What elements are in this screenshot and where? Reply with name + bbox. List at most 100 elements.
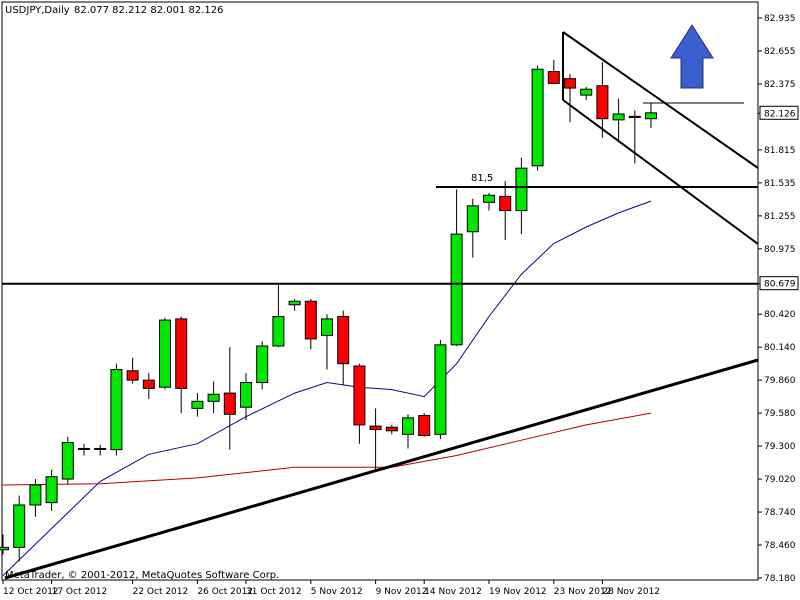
candle-body	[126, 370, 139, 381]
candle-body	[223, 392, 236, 415]
copyright-text: MetaTrader, © 2001-2012, MetaQuotes Soft…	[5, 570, 279, 581]
price-tick-label: 79.020	[764, 475, 796, 485]
level-label: 81,5	[471, 173, 493, 184]
candle	[547, 59, 560, 84]
price-tick-label: 82.935	[764, 14, 796, 24]
candle-body	[564, 78, 576, 89]
candle-body	[612, 113, 625, 121]
candle	[337, 310, 350, 385]
price-tick-label: 79.580	[764, 409, 796, 419]
candle	[369, 408, 382, 473]
candle	[499, 181, 512, 240]
date-tick-label: 17 Oct 2012	[52, 587, 108, 597]
candle-body	[434, 344, 447, 435]
candle	[580, 86, 593, 100]
candle-body	[175, 318, 188, 389]
candle	[126, 357, 139, 384]
candle	[483, 192, 495, 211]
candle	[256, 341, 269, 390]
candle-body	[466, 205, 479, 233]
price-axis: 82.935 82.655 82.375 82.126 81.815 81.535 81.2…	[757, 2, 799, 584]
candle	[45, 469, 58, 511]
candle	[434, 340, 447, 440]
candle-body	[547, 71, 560, 84]
candle-body	[418, 414, 431, 436]
candle-body	[385, 426, 398, 432]
price-tick-label: 80.679	[764, 280, 796, 290]
plot-area	[1, 1, 759, 581]
candle	[515, 157, 528, 235]
candle	[466, 198, 479, 258]
candle-body	[369, 425, 382, 431]
candle-body	[450, 233, 463, 346]
candle	[612, 98, 625, 143]
candle	[61, 436, 74, 484]
date-tick-label: 26 Oct 2012	[197, 587, 253, 597]
date-tick-label: 14 Nov 2012	[424, 587, 482, 597]
candle	[94, 444, 107, 456]
ohlc-values: 82.077 82.212 82.001 82.126	[74, 5, 224, 16]
price-tick-label: 81.255	[764, 212, 796, 222]
date-tick-label: 22 Oct 2012	[133, 587, 189, 597]
candle	[353, 363, 366, 444]
candle-body	[142, 379, 155, 389]
candle	[596, 62, 609, 138]
candle	[288, 298, 301, 311]
price-tick-label: 78.180	[764, 574, 796, 584]
price-tick-label: 78.740	[764, 508, 796, 518]
date-tick-label: 19 Nov 2012	[489, 587, 547, 597]
channel-lower-line	[562, 99, 759, 245]
candle-body	[596, 85, 609, 120]
date-tick-label: 31 Oct 2012	[246, 587, 302, 597]
candle	[110, 363, 123, 456]
candle-body	[531, 68, 544, 167]
candle-body	[580, 88, 593, 96]
symbol-label: USDJPY,Daily	[5, 5, 70, 16]
candle-body	[402, 417, 414, 435]
candle-body	[645, 112, 657, 120]
price-tick-label: 79.300	[764, 442, 796, 452]
candle-body	[207, 393, 220, 402]
uptrend-line	[4, 358, 759, 580]
candle-body	[240, 382, 252, 408]
price-tick-label: 81.815	[764, 146, 796, 156]
price-tick-label: 82.126	[764, 109, 796, 119]
price-tick-label: 80.140	[764, 343, 796, 353]
candle	[321, 314, 333, 370]
date-tick-label: 23 Nov 2012	[554, 587, 612, 597]
drawing-objects	[2, 24, 759, 580]
candle	[78, 443, 90, 456]
candle-body	[78, 447, 90, 450]
candle-body	[272, 316, 285, 347]
candle	[142, 373, 155, 399]
candle-body	[256, 345, 269, 384]
up-arrow-icon	[670, 24, 714, 89]
price-tick-label: 79.860	[764, 376, 796, 386]
candle-body	[29, 484, 42, 506]
candle	[13, 495, 26, 562]
candle-body	[353, 365, 366, 426]
price-tick-label: 80.420	[764, 310, 796, 320]
candle	[450, 189, 463, 346]
channel-upper-line	[562, 31, 759, 169]
candle	[304, 298, 317, 350]
sma-fast-line	[2, 200, 652, 576]
candle-body	[110, 369, 123, 451]
candle-body	[191, 400, 204, 409]
price-tick-label: 82.375	[764, 80, 796, 90]
candle	[402, 414, 414, 449]
date-tick-label: 9 Nov 2012	[376, 587, 428, 597]
price-tick-label: 82.655	[764, 47, 796, 57]
candle-body	[304, 300, 317, 340]
candle	[531, 65, 544, 171]
candle-body	[45, 476, 58, 504]
sma-fast-layer	[2, 200, 652, 576]
candle-body	[0, 546, 9, 551]
candle	[223, 347, 236, 450]
candle-body	[94, 447, 107, 450]
date-tick-label: 5 Nov 2012	[311, 587, 363, 597]
candle-body	[483, 194, 495, 203]
price-highlight-box	[759, 105, 799, 120]
